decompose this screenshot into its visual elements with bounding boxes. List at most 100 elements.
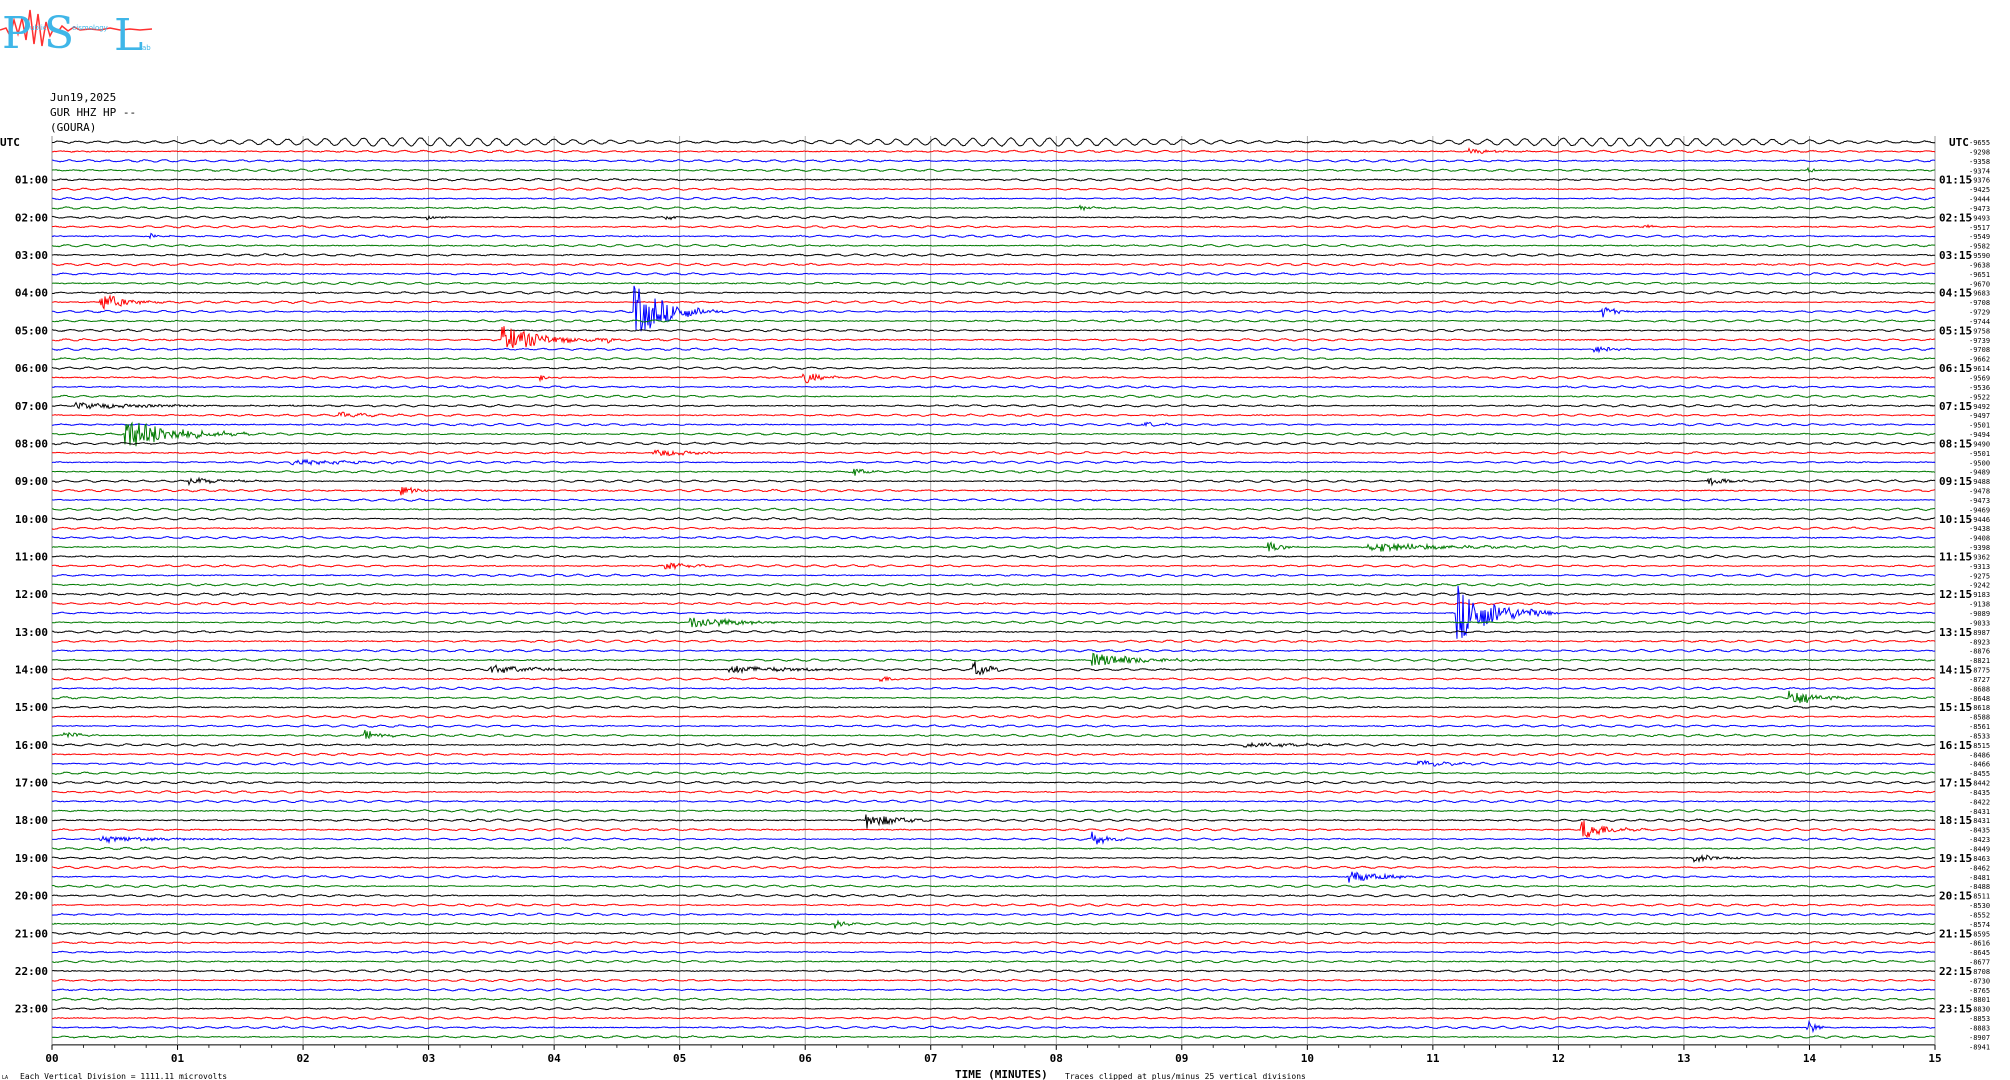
right-hour-label: 06:15 — [1939, 362, 1972, 375]
seismic-trace — [51, 449, 1936, 457]
trace-value-label: -8431 — [1969, 808, 1990, 816]
left-hour-label: 03:00 — [15, 249, 48, 262]
seismic-trace — [51, 517, 1936, 521]
seismic-trace — [51, 652, 1936, 666]
trace-value-label: -8515 — [1969, 742, 1990, 750]
trace-value-label: -9501 — [1969, 450, 1990, 458]
seismic-trace — [52, 831, 1936, 845]
seismic-trace — [51, 752, 1936, 757]
seismic-trace — [51, 690, 1936, 704]
trace-value-label: -9425 — [1969, 186, 1990, 194]
station-label: GUR HHZ HP -- — [50, 106, 137, 119]
seismic-trace — [52, 187, 1936, 191]
trace-value-label: -8462 — [1969, 864, 1990, 872]
x-tick-label: 09 — [1175, 1052, 1188, 1065]
left-hour-label: 09:00 — [15, 475, 48, 488]
trace-value-label: -9313 — [1969, 563, 1990, 571]
seismic-trace — [51, 987, 1935, 992]
x-tick-label: 00 — [45, 1052, 58, 1065]
left-hour-label: 08:00 — [15, 437, 48, 450]
seismic-trace — [51, 884, 1936, 889]
right-hour-label: 23:15 — [1939, 1003, 1972, 1016]
right-hour-label: 10:15 — [1939, 513, 1972, 526]
seismic-trace — [51, 871, 1936, 883]
seismic-trace — [51, 290, 1935, 295]
trace-value-label: -8435 — [1969, 789, 1990, 797]
seismic-trace — [51, 294, 1936, 311]
right-hour-label: 13:15 — [1939, 626, 1972, 639]
seismic-trace — [51, 865, 1936, 870]
seismic-trace — [51, 385, 1936, 389]
right-hour-label: 14:15 — [1939, 664, 1972, 677]
seismic-trace — [51, 281, 1936, 286]
trace-value-label: -8883 — [1969, 1024, 1990, 1032]
seismic-trace — [51, 912, 1936, 917]
trace-value-label: -9446 — [1969, 516, 1990, 524]
seismic-trace — [51, 1016, 1936, 1020]
seismic-trace — [51, 476, 1936, 487]
seismic-trace — [51, 648, 1936, 653]
left-hour-label: 16:00 — [15, 739, 48, 752]
trace-value-label: -8907 — [1969, 1034, 1990, 1042]
seismic-trace — [51, 328, 1936, 333]
seismic-trace — [51, 639, 1936, 644]
trace-value-label: -8481 — [1969, 874, 1990, 882]
seismic-trace — [51, 196, 1936, 201]
seismic-trace — [51, 137, 1936, 147]
trace-value-label: -9275 — [1969, 572, 1990, 580]
left-hour-label: 06:00 — [15, 362, 48, 375]
trace-value-label: -8618 — [1969, 704, 1990, 712]
seismic-trace — [51, 705, 1936, 710]
trace-value-label: -9183 — [1969, 591, 1990, 599]
trace-value-label: -8941 — [1969, 1043, 1990, 1051]
seismic-trace — [51, 214, 1936, 221]
right-hour-label: 16:15 — [1939, 739, 1972, 752]
seismic-trace — [51, 356, 1936, 361]
left-hour-label: 23:00 — [15, 1003, 48, 1016]
seismic-trace — [51, 814, 1936, 829]
seismic-trace — [51, 498, 1936, 502]
seismic-trace — [51, 147, 1936, 154]
seismic-trace — [51, 458, 1936, 467]
trace-value-label: -8463 — [1969, 855, 1990, 863]
trace-value-label: -9408 — [1969, 535, 1990, 543]
seismic-trace — [51, 535, 1936, 540]
trace-value-label: -9492 — [1969, 403, 1990, 411]
seismic-trace — [51, 950, 1936, 954]
trace-value-label: -8488 — [1969, 883, 1990, 891]
seismic-trace — [51, 741, 1936, 748]
right-hour-label: 07:15 — [1939, 400, 1972, 413]
x-tick-label: 13 — [1677, 1052, 1690, 1065]
right-hour-label: 11:15 — [1939, 550, 1972, 563]
left-hour-label: 01:00 — [15, 174, 48, 187]
right-hour-label: 17:15 — [1939, 777, 1972, 790]
trace-value-label: -9517 — [1969, 224, 1990, 232]
trace-value-label: -9569 — [1969, 375, 1990, 383]
trace-value-label: -9744 — [1969, 318, 1990, 326]
left-utc-title: UTC — [0, 136, 20, 149]
seismic-trace — [51, 978, 1936, 983]
seismic-trace — [51, 585, 1936, 639]
seismic-trace — [51, 421, 1936, 447]
seismic-trace — [51, 401, 1936, 410]
trace-value-label: -9670 — [1969, 280, 1990, 288]
trace-value-label: -9438 — [1969, 525, 1990, 533]
trace-value-label: -8455 — [1969, 770, 1990, 778]
seismic-trace — [51, 366, 1936, 370]
x-tick-label: 14 — [1803, 1052, 1817, 1065]
trace-value-label: -9758 — [1969, 327, 1990, 335]
trace-value-label: -8830 — [1969, 1006, 1990, 1014]
seismic-trace — [51, 714, 1936, 719]
seismic-trace — [51, 326, 1936, 348]
seismic-trace — [51, 223, 1936, 229]
left-hour-label: 04:00 — [15, 287, 48, 300]
seismic-trace — [51, 204, 1936, 212]
seismic-trace — [51, 1020, 1936, 1034]
trace-value-label: -9494 — [1969, 431, 1990, 439]
tiny-mark: LA — [2, 1075, 8, 1080]
x-tick-label: 06 — [799, 1052, 813, 1065]
trace-value-label: -8435 — [1969, 827, 1990, 835]
x-tick-label: 08 — [1050, 1052, 1063, 1065]
seismic-trace — [51, 771, 1936, 775]
trace-value-label: -9089 — [1969, 610, 1990, 618]
